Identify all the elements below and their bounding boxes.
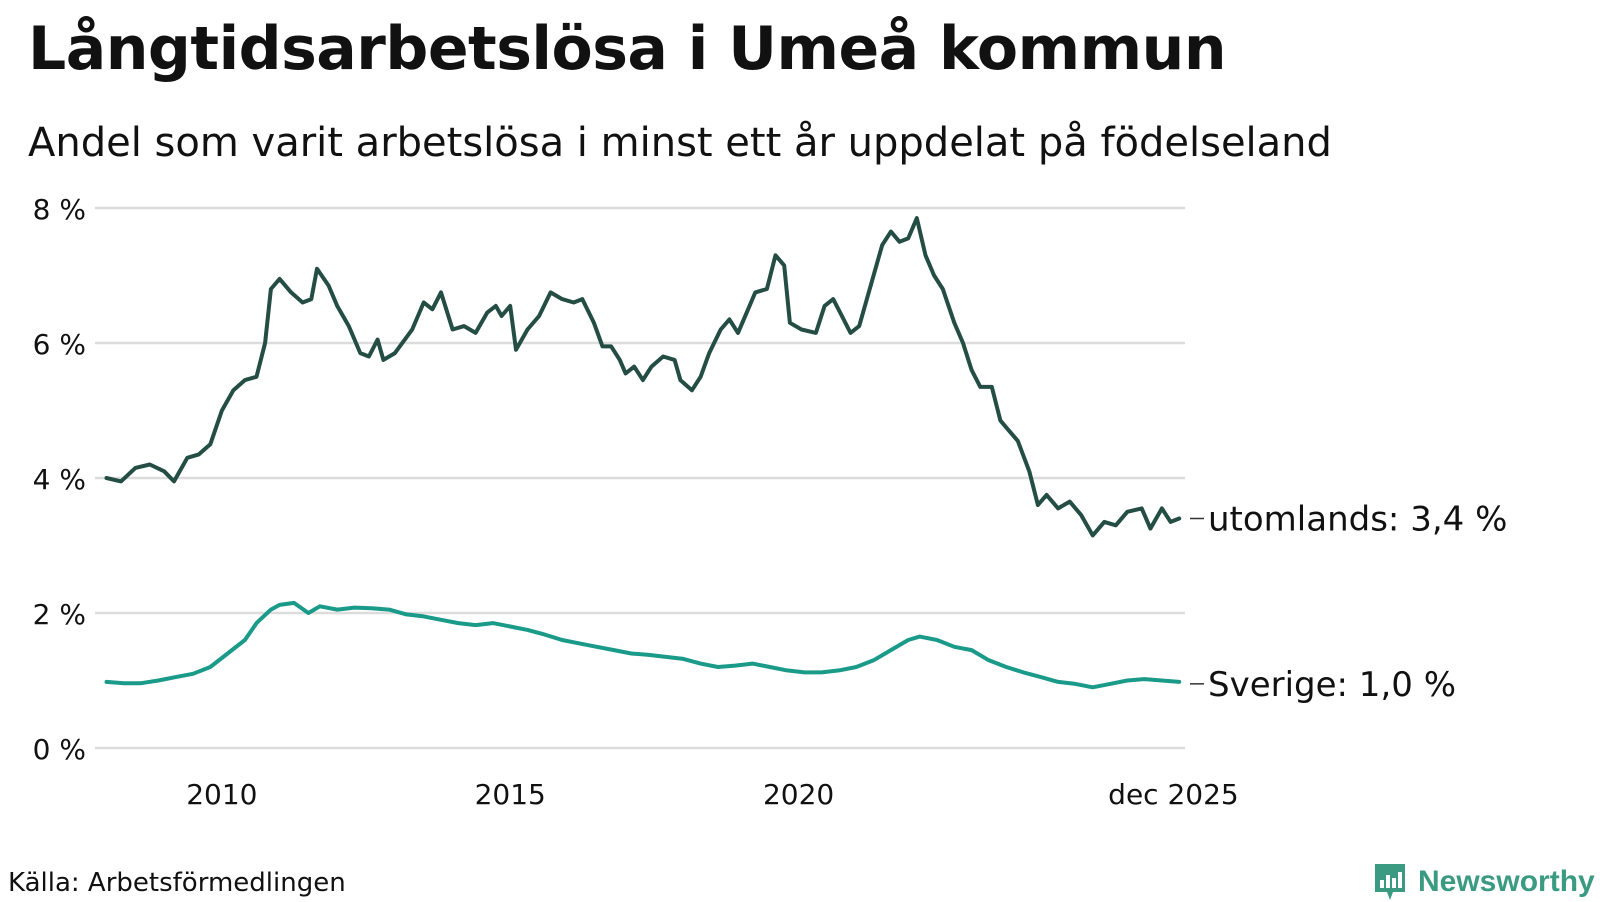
x-tick-label: 2015 bbox=[475, 778, 546, 811]
logo-text: Newsworthy bbox=[1418, 865, 1595, 898]
series-lines bbox=[104, 216, 1182, 690]
x-tick-label: 2010 bbox=[186, 778, 257, 811]
y-tick-label: 4 % bbox=[33, 463, 86, 496]
y-tick-label: 8 % bbox=[33, 193, 86, 226]
y-tick-label: 2 % bbox=[33, 598, 86, 631]
x-tick-label: dec 2025 bbox=[1108, 778, 1239, 811]
newsworthy-logo: Newsworthy bbox=[1372, 862, 1595, 902]
x-tick-label: 2020 bbox=[763, 778, 834, 811]
y-tick-label: 6 % bbox=[33, 328, 86, 361]
series-line-sverige bbox=[104, 600, 1182, 690]
logo-chart-icon bbox=[1375, 864, 1405, 900]
chart-title: Långtidsarbetslösa i Umeå kommun bbox=[28, 14, 1227, 84]
series-end-label: utomlands: 3,4 % bbox=[1208, 500, 1507, 540]
y-tick-label: 0 % bbox=[33, 733, 86, 766]
series-line-utomlands bbox=[104, 216, 1182, 538]
x-axis-ticks: 2010 2015 2020 dec 2025 bbox=[186, 778, 1239, 811]
y-axis-ticks: 0 % 2 % 4 % 6 % 8 % bbox=[33, 193, 86, 766]
source-note: Källa: Arbetsförmedlingen bbox=[8, 868, 346, 898]
series-end-labels: utomlands: 3,4 % Sverige: 1,0 % bbox=[1190, 500, 1507, 705]
chart-subtitle: Andel som varit arbetslösa i minst ett å… bbox=[28, 120, 1332, 166]
series-end-label: Sverige: 1,0 % bbox=[1208, 665, 1456, 705]
grid-lines bbox=[95, 206, 1185, 750]
